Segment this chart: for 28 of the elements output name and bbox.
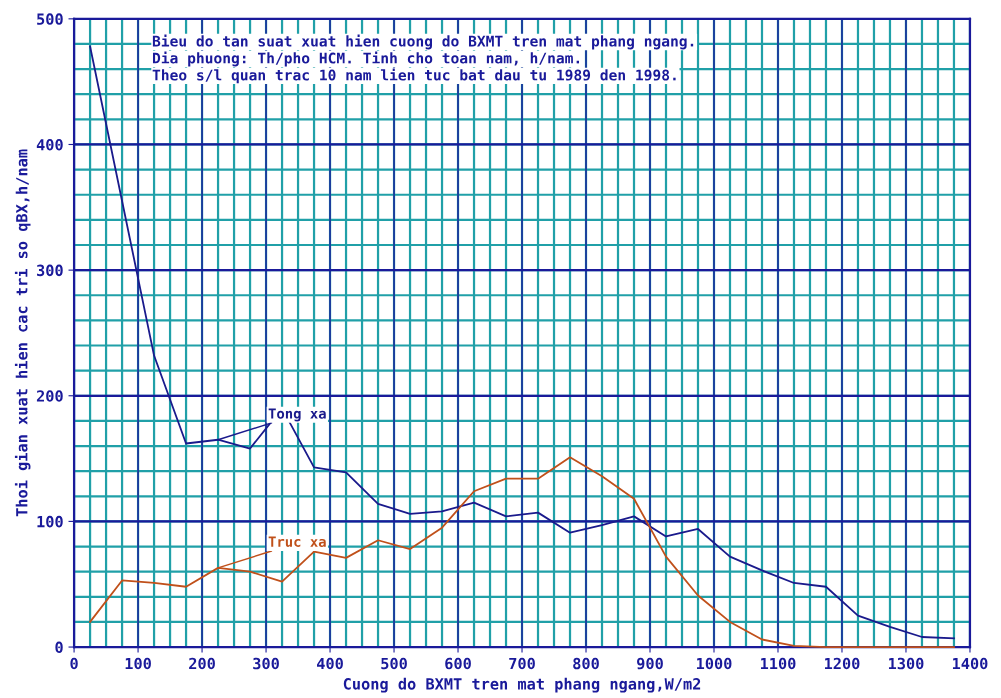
y-tick-label: 300 <box>37 264 63 277</box>
text: Dia phuong: Th/pho HCM. Tinh cho toan nam, h/nam. <box>152 51 580 67</box>
x-tick-label: 0 <box>70 657 78 670</box>
y-tick-label: 500 <box>37 13 63 25</box>
x-tick-label: 700 <box>509 657 535 670</box>
text: Bieu do tan suat xuat hien cuong do BXMT tren mat phang ngang. <box>152 34 694 50</box>
x-axis-title: Cuong do BXMT tren mat phang ngang,W/m2 <box>343 677 701 693</box>
series-label: Truc xa <box>268 536 326 547</box>
y-tick-label: 0 <box>55 641 63 654</box>
x-tick-label: 600 <box>445 657 471 670</box>
annotation: Theo s/l quan trac 10 nam lien tuc bat dau tu 1989 den 1998. <box>152 68 676 84</box>
x-tick-label: 300 <box>253 657 279 670</box>
x-tick-label: 1100 <box>761 657 796 670</box>
x-tick-label: 1200 <box>824 657 860 670</box>
x-tick-label: 200 <box>189 657 215 670</box>
y-tick-label: 200 <box>36 390 63 402</box>
y-tick-label: 100 <box>37 515 63 528</box>
x-tick-label: 400 <box>317 657 343 670</box>
series-label: Tong xa <box>268 408 326 422</box>
y-axis-title: Thoi gian xuat hien cac tri so qBX,h/nam <box>14 149 31 517</box>
x-tick-label: 1300 <box>888 657 924 670</box>
y-tick-label: 400 <box>36 138 63 151</box>
x-tick-label: 500 <box>381 657 407 670</box>
x-tick-label: 1400 <box>952 657 988 670</box>
x-tick-label: 100 <box>125 657 151 670</box>
x-tick-label: 900 <box>637 657 663 670</box>
x-tick-label: 800 <box>573 657 599 670</box>
x-tick-label: 1000 <box>697 657 732 670</box>
